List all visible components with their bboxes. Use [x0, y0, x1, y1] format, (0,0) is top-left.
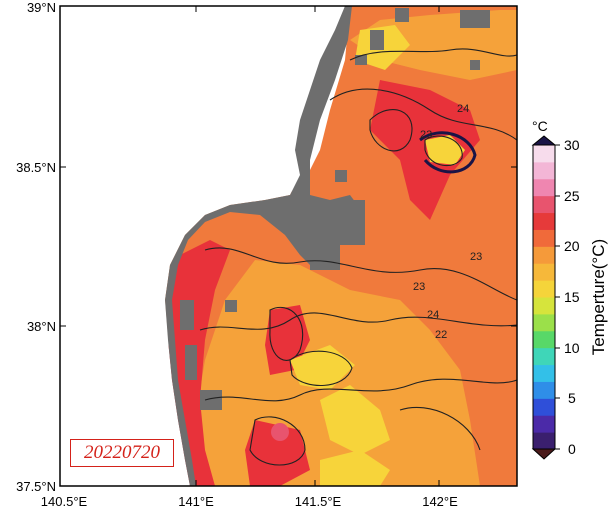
contour-label: 22: [435, 329, 447, 341]
lat-tick-label: 39°N: [27, 0, 56, 15]
sea-cool-patch-2: [320, 385, 390, 455]
colorbar-title: Temperture(°C): [589, 239, 608, 355]
colorbar-tick-label: 15: [564, 289, 580, 305]
contour-dense-band: [419, 131, 477, 174]
colorbar-segment: [533, 432, 555, 450]
lat-tick-label: 38.5°N: [16, 160, 56, 175]
lat-tick-label: 38°N: [27, 319, 56, 334]
colorbar-segment: [533, 330, 555, 349]
contour-label: 24: [427, 309, 439, 321]
colorbar-segment: [533, 297, 555, 315]
contour-label: 23: [413, 281, 425, 293]
colorbar-segment: [533, 246, 555, 264]
lon-tick-label: 141.5°E: [295, 494, 342, 509]
colorbar-bottom-triangle: [531, 448, 557, 460]
sea-cool-patch-1: [290, 345, 355, 390]
colorbar: °C 30 25 20 15 10 5 0 Temperture(°C): [531, 118, 608, 460]
colorbar-segment: [533, 263, 555, 281]
land-mass: [60, 6, 345, 486]
colorbar-segment: [533, 415, 555, 433]
colorbar-top-triangle: [531, 135, 557, 146]
colorbar-segment: [533, 347, 555, 366]
contour-label: 23: [470, 251, 482, 263]
sea-hot-patch-3: [245, 420, 310, 486]
sea-cool-patch-4: [425, 135, 465, 165]
contour-label-group: 24 23 24 23 22 23: [413, 103, 482, 341]
colorbar-tick-label: 0: [568, 441, 576, 457]
sea-cool-patch-3: [320, 450, 390, 486]
colorbar-segment: [533, 212, 555, 230]
contour-lines: [199, 48, 517, 466]
sea-pink-spot: [271, 423, 289, 441]
colorbar-segment: [533, 178, 555, 197]
colorbar-segment: [533, 280, 555, 298]
contour-label: 24: [457, 103, 469, 115]
colorbar-tick-label: 5: [568, 390, 576, 406]
date-label: 20220720: [70, 439, 174, 467]
colorbar-unit: °C: [532, 118, 548, 134]
colorbar-segments: [533, 145, 555, 450]
colorbar-segment: [533, 313, 555, 332]
land-coast-fill: [165, 6, 365, 486]
colorbar-tick-label: 30: [564, 137, 580, 153]
colorbar-segment: [533, 364, 555, 382]
colorbar-segment: [533, 161, 555, 180]
lon-tick-label: 142°E: [422, 494, 458, 509]
lat-axis: [60, 5, 517, 487]
lon-axis: [195, 6, 440, 486]
contour-label: 23: [420, 129, 432, 141]
plot-frame: [59, 5, 518, 487]
colorbar-tick-label: 25: [564, 188, 580, 204]
colorbar-ticks: [555, 144, 560, 450]
lon-tick-label: 140.5°E: [41, 494, 88, 509]
colorbar-segment: [533, 195, 555, 214]
colorbar-segment: [533, 229, 555, 247]
colorbar-segment: [533, 398, 555, 416]
map-area: [60, 6, 517, 486]
lon-tick-label: 141°E: [178, 494, 214, 509]
land-pixels: [180, 8, 490, 410]
colorbar-tick-label: 10: [564, 340, 580, 356]
colorbar-tick-label: 20: [564, 238, 580, 254]
colorbar-segment: [533, 145, 555, 163]
colorbar-segment: [533, 381, 555, 399]
lat-tick-label: 37.5°N: [16, 479, 56, 494]
